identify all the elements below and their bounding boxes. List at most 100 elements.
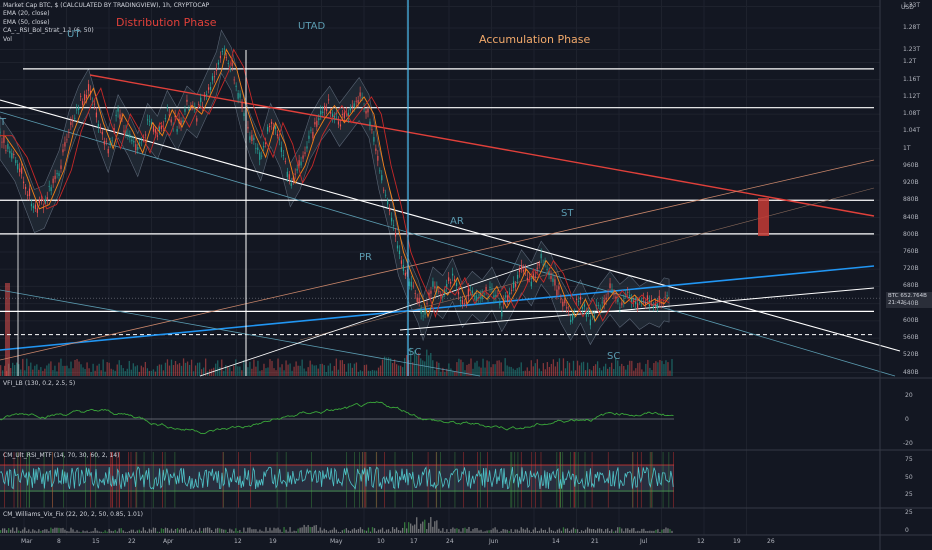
candle-body — [1, 141, 3, 143]
candle-body — [66, 139, 68, 141]
volume-bar — [410, 347, 412, 376]
vix-bar — [524, 529, 526, 533]
volume-bar — [655, 361, 657, 376]
vix-bar — [271, 530, 273, 533]
candle-body — [36, 208, 38, 213]
price-tick: 880B — [903, 196, 919, 204]
vix-bar — [188, 530, 191, 533]
volume-bar — [182, 358, 185, 376]
orange-ray-2 — [299, 187, 875, 341]
candle-body — [164, 118, 166, 120]
vix-bar — [424, 519, 426, 533]
volume-bar — [402, 367, 404, 376]
candle-body — [296, 168, 298, 171]
candle-body — [579, 296, 582, 300]
candle-body — [176, 129, 178, 132]
candle-body — [575, 298, 578, 301]
volume-bar — [538, 368, 540, 376]
vix-bar — [26, 530, 28, 533]
blue-support-line — [0, 265, 875, 351]
vix-bar — [255, 529, 257, 533]
vix-bar — [48, 531, 50, 533]
time-tick: 12 — [234, 538, 242, 545]
vix-bar — [570, 529, 573, 533]
vix-bar — [357, 528, 360, 533]
vix-bar — [456, 528, 458, 533]
vix-bar — [58, 527, 60, 533]
vix-bar — [164, 527, 167, 533]
vix-bar — [106, 531, 108, 533]
volume-bar — [42, 370, 44, 376]
vix-bar — [122, 530, 124, 533]
vix-bar — [114, 529, 116, 533]
vix-bar — [353, 528, 356, 533]
volume-bar — [385, 357, 388, 376]
candle-body — [418, 297, 420, 303]
volume-bar — [466, 364, 468, 376]
candle-body — [74, 117, 76, 119]
volume-bar — [24, 370, 26, 376]
candle-body — [619, 307, 621, 309]
vix-bar — [347, 530, 350, 533]
accumulation-phase-label: Accumulation Phase — [479, 33, 591, 46]
vix-bar — [52, 528, 54, 533]
candle-body — [481, 295, 483, 300]
volume-bar — [580, 362, 583, 376]
volume-bar — [74, 359, 76, 376]
volume-bar — [219, 367, 221, 376]
vix-bar — [251, 529, 253, 533]
candle-body — [485, 286, 487, 291]
candle-body — [412, 285, 414, 287]
candle-body — [204, 94, 206, 97]
candle-body — [613, 294, 615, 295]
vix-bar — [201, 531, 203, 533]
candle-body — [652, 304, 654, 309]
candle-body — [131, 139, 133, 142]
vix-fix-pane — [0, 517, 673, 533]
vix-bar — [600, 528, 603, 533]
volume-bar — [532, 366, 534, 376]
candle-body — [570, 319, 572, 323]
candle-body — [513, 281, 515, 289]
vix-bar — [472, 529, 474, 533]
candle-body — [400, 260, 403, 264]
vix-bar — [297, 528, 299, 533]
candle-body — [249, 136, 251, 140]
vix-bar — [6, 530, 8, 533]
candle-body — [306, 146, 308, 149]
candle-body — [270, 121, 273, 124]
vix-bar — [623, 531, 625, 533]
vix-bar — [490, 529, 492, 533]
vix-bar — [393, 529, 396, 533]
candle-body — [141, 140, 143, 142]
volume-bar — [584, 370, 587, 376]
candle-body — [146, 119, 149, 121]
candle-body — [180, 120, 182, 126]
vix-bar — [355, 529, 358, 533]
vix-bar — [617, 527, 619, 533]
time-tick: 17 — [410, 538, 418, 545]
trend-lines[interactable] — [0, 74, 901, 377]
candle-body — [278, 139, 281, 141]
volume-bar — [659, 360, 661, 376]
volume-bar — [550, 363, 553, 376]
vix-bar — [170, 528, 173, 533]
vix-bar — [307, 525, 309, 533]
candle-body — [420, 308, 422, 314]
candle-body — [450, 281, 452, 284]
volume-bar — [48, 363, 50, 376]
vix-bar — [478, 530, 480, 533]
vix-bar — [387, 529, 390, 533]
candle-body — [156, 135, 159, 137]
volume-bar — [253, 359, 255, 376]
vix-bar — [552, 530, 555, 533]
volume-bar — [152, 369, 155, 376]
candle-body — [660, 302, 662, 304]
volume-bar — [0, 365, 2, 376]
volume-bar — [416, 355, 418, 376]
vix-bar — [261, 530, 263, 533]
volume-bar — [596, 361, 599, 376]
vix-bar — [391, 527, 394, 533]
